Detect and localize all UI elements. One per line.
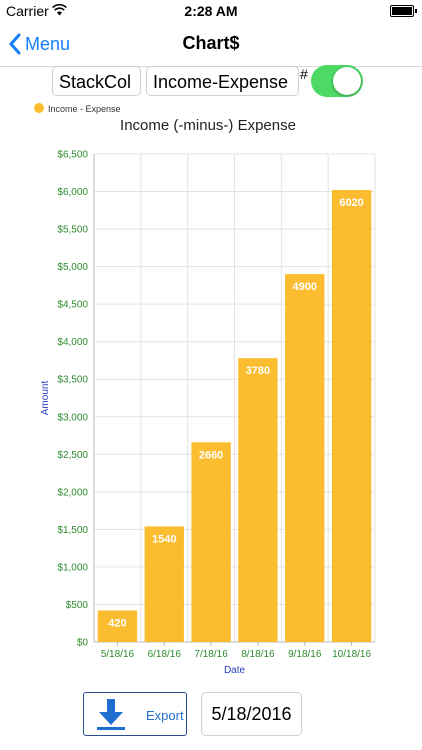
x-tick-label: 10/18/16 (332, 649, 371, 660)
legend-swatch (34, 103, 44, 113)
y-tick-label: $6,000 (57, 187, 88, 198)
bar (331, 190, 372, 642)
legend-label: Income - Expense (48, 104, 121, 114)
y-tick-label: $5,500 (57, 225, 88, 236)
y-tick-label: $1,500 (57, 525, 88, 536)
toggle-knob (333, 67, 361, 95)
x-tick-label: 9/18/16 (288, 649, 322, 660)
bar (285, 274, 325, 642)
download-arrow-icon (97, 699, 125, 730)
y-tick-label: $1,000 (57, 562, 88, 573)
y-tick-label: $2,000 (57, 487, 88, 498)
export-button[interactable]: Export (83, 692, 187, 736)
y-tick-label: $3,500 (57, 375, 88, 386)
carrier-label: Carrier (6, 3, 49, 19)
y-tick-label: $5,000 (57, 262, 88, 273)
export-label: Export (146, 708, 184, 723)
x-axis-title: Date (224, 665, 246, 676)
x-tick-label: 7/18/16 (194, 649, 228, 660)
battery-icon (390, 5, 417, 17)
y-tick-label: $3,000 (57, 412, 88, 423)
bar (191, 442, 231, 642)
bar (144, 526, 184, 642)
bar-data-label: 3780 (246, 365, 270, 377)
status-bar: Carrier 2:28 AM (0, 0, 422, 22)
wifi-icon (52, 4, 67, 16)
y-tick-label: $4,500 (57, 300, 88, 311)
status-time: 2:28 AM (184, 3, 238, 19)
navigation-bar: Menu Chart$ (0, 22, 422, 67)
y-tick-label: $500 (66, 600, 89, 611)
bar (97, 610, 138, 642)
date-field[interactable]: 5/18/2016 (201, 692, 302, 736)
x-tick-label: 6/18/16 (148, 649, 182, 660)
y-tick-label: $6,500 (57, 150, 88, 161)
x-tick-label: 8/18/16 (241, 649, 275, 660)
series-field[interactable]: Income-Expense (146, 66, 299, 96)
bar (238, 358, 278, 642)
back-button-label: Menu (25, 33, 71, 54)
x-tick-label: 5/18/16 (101, 649, 135, 660)
hash-label: # (300, 66, 308, 82)
bar-data-label: 420 (108, 617, 126, 629)
back-button[interactable]: Menu (8, 30, 70, 58)
y-axis-title: Amount (40, 381, 51, 416)
bar-data-label: 1540 (152, 533, 176, 545)
bar-data-label: 6020 (339, 197, 363, 209)
page-title: Chart$ (182, 33, 240, 53)
bar-data-label: 2660 (199, 449, 223, 461)
chevron-left-icon (9, 33, 21, 55)
chart-title: Income (-minus-) Expense (120, 117, 296, 134)
y-tick-label: $0 (77, 638, 89, 649)
bar-chart: Income - Expense Income (-minus-) Expense… (34, 103, 376, 676)
y-tick-label: $4,000 (57, 337, 88, 348)
y-tick-label: $2,500 (57, 450, 88, 461)
chart-type-field[interactable]: StackCol (52, 66, 141, 96)
value-labels-toggle[interactable] (311, 65, 363, 97)
bar-data-label: 4900 (293, 281, 317, 293)
